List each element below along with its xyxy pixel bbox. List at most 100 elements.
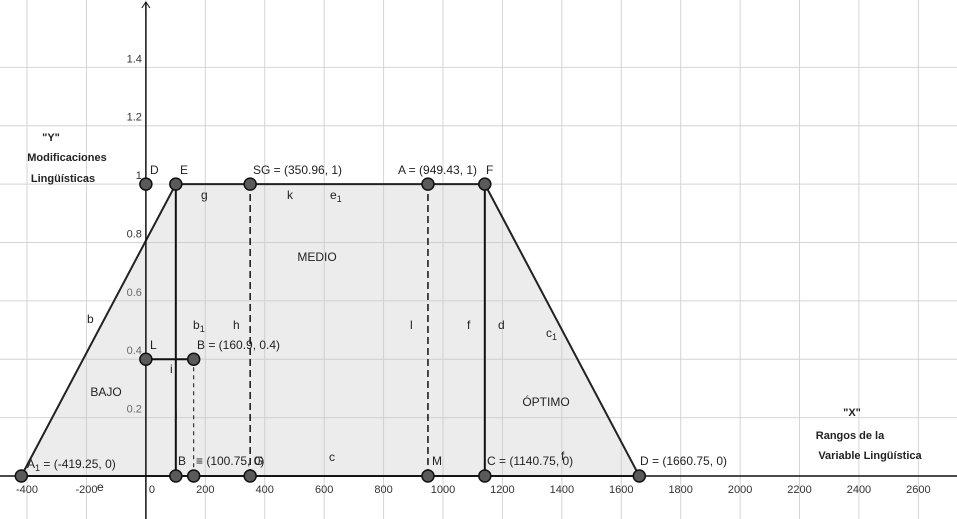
segment-label: c [329, 450, 335, 464]
label-text: b [193, 318, 200, 332]
region-label: BAJO [90, 385, 121, 399]
segment-label: b [87, 312, 94, 326]
x-tick-label: 2200 [787, 484, 811, 496]
point-label: F [486, 163, 493, 177]
y-tick-label: 1 [136, 170, 142, 182]
x-axis-title: Rangos de la [816, 430, 885, 442]
label-text: j [174, 407, 178, 421]
label-sub: 1 [35, 463, 40, 473]
region-label: MEDIO [297, 250, 336, 264]
segment-label: g [201, 188, 208, 202]
segment-label: j [174, 407, 178, 421]
x-tick-label: -200 [75, 484, 97, 496]
label-text: h [233, 318, 240, 332]
x-tick-label: 1600 [609, 484, 633, 496]
x-tick-label: 1200 [490, 484, 514, 496]
label-text: D [150, 163, 159, 177]
segment-label: e [97, 480, 104, 494]
x-axis-title: Variable Lingüística [818, 450, 922, 462]
label-text: D = (1660.75, 0) [640, 454, 727, 468]
segment-label: b1 [193, 318, 205, 334]
point-label: B = (160.9, 0.4) [197, 338, 280, 352]
label-sub: 1 [200, 324, 205, 334]
segment-label: h [233, 318, 240, 332]
x-tick-label: 200 [196, 484, 214, 496]
x-axis-title: "X" [843, 407, 861, 419]
point [186, 469, 201, 483]
y-tick-label: 1.4 [127, 53, 142, 65]
x-tick-label: 2000 [728, 484, 752, 496]
label-text: e [97, 480, 104, 494]
label-text: ≡ (100.75, 0) [196, 454, 264, 468]
segment-label: c1 [546, 326, 557, 342]
segment-label: k [287, 188, 294, 202]
point-label: D = (1660.75, 0) [640, 454, 727, 468]
axis-arrow [141, 1, 151, 9]
label-text: A [27, 457, 35, 471]
label-text: A = (949.43, 1) [398, 163, 477, 177]
y-axis-title: "Y" [42, 132, 60, 144]
x-tick-label: 0 [149, 484, 155, 496]
point-label: SG = (350.96, 1) [253, 163, 342, 177]
label-text: i [170, 362, 173, 376]
label-text: b [87, 312, 94, 326]
point [478, 177, 492, 191]
point-label: G [254, 454, 263, 468]
y-tick-label: 1.2 [127, 112, 142, 124]
segment-label: d [498, 318, 505, 332]
label-text: B [178, 454, 186, 468]
point-label: M [432, 454, 442, 468]
label-text: M [432, 454, 442, 468]
x-tick-label: 2600 [906, 484, 930, 496]
y-tick-label: 0.6 [127, 287, 142, 299]
x-tick-label: 1400 [550, 484, 574, 496]
point [243, 469, 257, 483]
x-tick-label: 800 [374, 484, 392, 496]
label-text: L [150, 338, 157, 352]
label-text: F [486, 163, 493, 177]
region-label: ÓPTIMO [522, 394, 569, 409]
segment-label: f [561, 449, 565, 463]
point [14, 469, 29, 483]
y-tick-label: 0.4 [127, 345, 142, 357]
label-text: c [329, 450, 335, 464]
point-label: ≡ (100.75, 0) [196, 454, 264, 468]
label-text: k [287, 188, 294, 202]
label-text: e [330, 188, 337, 202]
point-label: C = (1140.75, 0) [487, 454, 573, 468]
segment-label: f [467, 318, 471, 332]
label-text: f [467, 318, 471, 332]
point-label: E [180, 163, 188, 177]
point-label: L [150, 338, 157, 352]
label-text: C = (1140.75, 0) [487, 454, 573, 468]
point-label: A = (949.43, 1) [398, 163, 477, 177]
label-text: g [201, 188, 208, 202]
y-axis-title: Modificaciones [27, 152, 106, 164]
y-tick-label: 0.8 [127, 228, 142, 240]
point [478, 469, 492, 483]
label-text: B = (160.9, 0.4) [197, 338, 280, 352]
point [421, 177, 435, 191]
x-tick-label: 1000 [431, 484, 455, 496]
x-tick-label: 400 [256, 484, 274, 496]
point [243, 177, 257, 191]
point [139, 352, 153, 366]
label-text: G [254, 454, 263, 468]
x-tick-label: 2400 [847, 484, 871, 496]
x-tick-label: 600 [315, 484, 333, 496]
point [632, 469, 647, 483]
point [186, 352, 201, 366]
label-text: E [180, 163, 188, 177]
segment-label: l [410, 318, 413, 332]
label-text: d [498, 318, 505, 332]
x-tick-label: 1800 [668, 484, 692, 496]
label-tail: = (-419.25, 0) [40, 457, 116, 471]
point-label: B [178, 454, 186, 468]
label-sub: 1 [337, 194, 342, 204]
point [169, 469, 183, 483]
x-tick-label: -400 [16, 484, 38, 496]
point-label: A1 = (-419.25, 0) [27, 457, 116, 473]
label-text: c [546, 326, 552, 340]
y-tick-label: 0.2 [127, 404, 142, 416]
